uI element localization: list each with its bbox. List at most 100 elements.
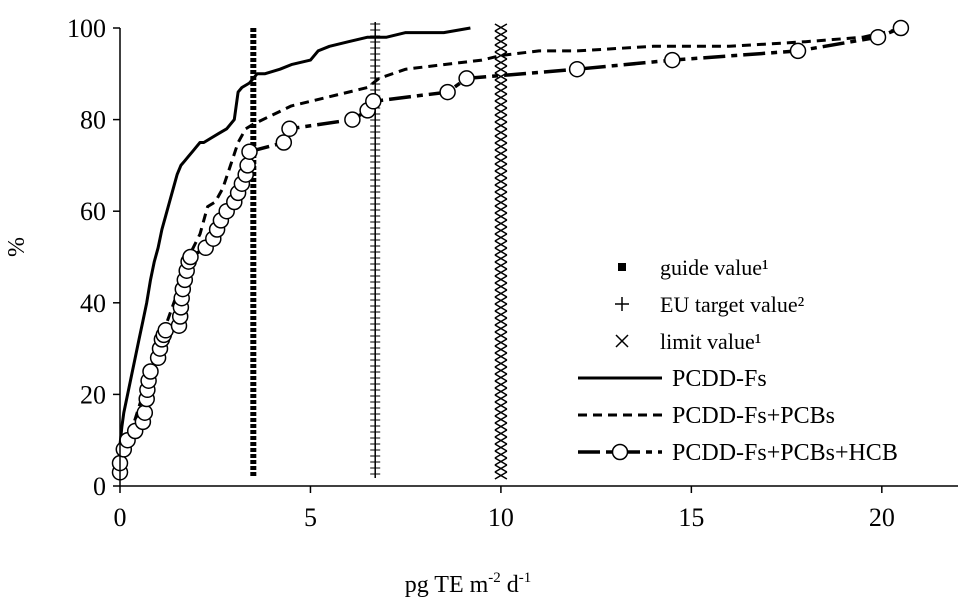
y-tick-label: 0	[93, 472, 106, 501]
limit-value-mark	[494, 212, 508, 221]
limit-value-mark	[494, 23, 508, 32]
limit-value-mark	[494, 317, 508, 326]
limit-value-mark	[494, 464, 508, 473]
limit-value-mark	[494, 226, 508, 235]
legend-label: guide value¹	[660, 255, 769, 280]
limit-value-mark	[494, 457, 508, 466]
data-point	[568, 60, 586, 78]
series-line-2	[118, 26, 906, 464]
data-point	[439, 83, 456, 101]
limit-value-mark	[494, 121, 508, 130]
limit-value-mark	[494, 65, 508, 74]
limit-value-mark	[494, 247, 508, 256]
y-tick-label: 20	[80, 380, 106, 409]
data-point	[275, 134, 293, 151]
limit-value-mark	[494, 100, 508, 109]
legend-label: PCDD-Fs	[672, 366, 767, 392]
limit-value-mark	[494, 387, 508, 396]
x-axis-label-mid: d	[501, 572, 519, 598]
limit-value-mark	[494, 58, 508, 67]
data-point	[136, 404, 154, 421]
limit-value-mark	[494, 198, 508, 207]
y-tick-label: 100	[67, 14, 106, 43]
x-tick-label: 15	[678, 503, 704, 532]
limit-value-mark	[494, 170, 508, 179]
data-point	[365, 93, 382, 110]
limit-value-mark	[494, 345, 508, 354]
limit-value-mark	[494, 163, 508, 172]
data-point	[239, 157, 256, 174]
limit-value-mark	[494, 324, 508, 333]
limit-value-mark	[494, 93, 508, 102]
limit-value-mark	[494, 289, 508, 298]
limit-value-mark	[494, 415, 508, 424]
limit-value-mark	[494, 443, 508, 452]
legend-label: PCDD-Fs+PCBs+HCB	[672, 440, 898, 466]
limit-value-mark	[494, 261, 508, 270]
limit-value-mark	[494, 184, 508, 193]
data-point	[142, 363, 159, 380]
axes: 0 20 40 60 80 100 0 5 10 15 20	[67, 14, 958, 532]
limit-value-mark	[494, 44, 508, 53]
limit-value-mark	[494, 142, 508, 151]
x-tick-label: 0	[114, 503, 127, 532]
y-tick-label: 40	[80, 289, 106, 318]
series-line-1	[118, 26, 471, 445]
x-tick-label: 20	[869, 503, 895, 532]
y-axis-label: %	[4, 237, 30, 257]
limit-value-mark	[494, 254, 508, 263]
legend: guide value¹ EU target value² limit value¹…	[578, 255, 898, 466]
limit-value-mark	[494, 352, 508, 361]
data-point	[664, 51, 681, 69]
limit-value-mark	[494, 79, 508, 88]
limit-value-mark	[494, 114, 508, 123]
limit-value-mark	[494, 191, 508, 200]
limit-value-mark	[494, 205, 508, 214]
plot-area	[111, 19, 910, 481]
limit-value-mark	[494, 86, 508, 95]
limit-value-mark	[494, 233, 508, 242]
limit-value-mark	[494, 401, 508, 410]
limit-value-mark	[494, 303, 508, 312]
limit-value-mark	[494, 268, 508, 277]
limit-value-mark	[494, 37, 508, 46]
data-point	[458, 70, 475, 87]
limit-value-mark	[494, 219, 508, 228]
limit-value-mark	[494, 296, 508, 305]
limit-value-mark	[494, 128, 508, 137]
data-point	[241, 143, 258, 160]
data-point	[182, 248, 199, 266]
legend-marker-eu	[615, 297, 629, 311]
limit-value-mark	[494, 107, 508, 116]
x-axis-label: pg TE m-2 d-1	[405, 570, 532, 598]
x-tick-label: 5	[304, 503, 317, 532]
limit-value-mark	[494, 135, 508, 144]
limit-value-mark	[494, 30, 508, 39]
limit-value-mark	[494, 51, 508, 60]
x-axis-label-sup1: -2	[488, 570, 501, 586]
limit-value-mark	[494, 471, 508, 480]
legend-marker-guide	[618, 263, 626, 271]
legend-label: limit value¹	[660, 329, 761, 354]
limit-value-mark	[494, 282, 508, 291]
limit-value-mark	[494, 149, 508, 158]
y-tick-label: 60	[80, 197, 106, 226]
limit-value-mark	[494, 429, 508, 438]
limit-value-mark	[494, 380, 508, 389]
data-point	[869, 28, 887, 46]
data-point	[281, 120, 298, 138]
limit-value-mark	[494, 436, 508, 445]
x-axis-label-base: pg TE m	[405, 572, 489, 598]
data-point	[344, 111, 361, 128]
y-tick-label: 80	[80, 106, 106, 135]
limit-value-mark	[494, 450, 508, 459]
limit-value-mark	[494, 408, 508, 417]
legend-label: EU target value²	[660, 292, 805, 317]
data-point	[789, 42, 807, 60]
limit-value-mark	[494, 373, 508, 382]
limit-value-mark	[494, 275, 508, 284]
limit-value-mark	[494, 156, 508, 165]
limit-value-mark	[494, 366, 508, 375]
limit-value-mark	[494, 394, 508, 403]
